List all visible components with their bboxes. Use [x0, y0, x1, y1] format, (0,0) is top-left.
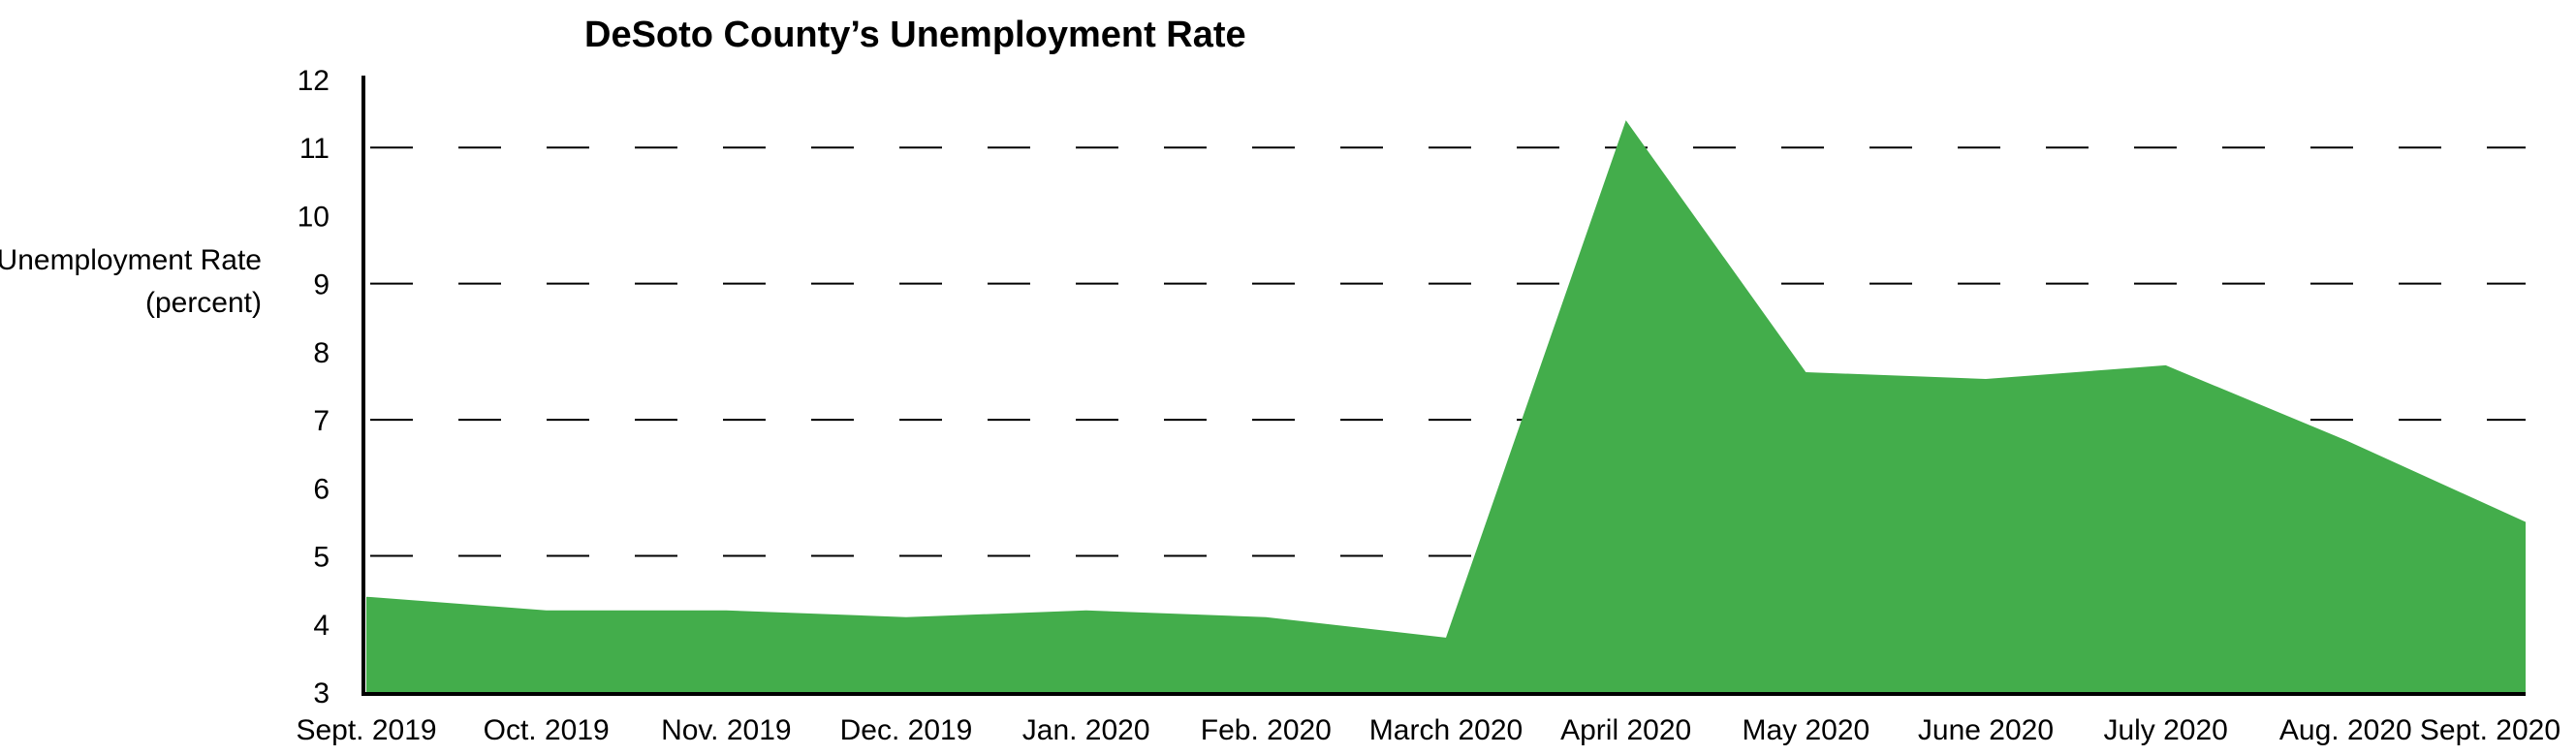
x-tick-label-9: June 2020 — [1918, 714, 2054, 746]
y-tick-label-9: 9 — [313, 269, 330, 301]
y-tick-label-3: 3 — [313, 677, 330, 709]
axes — [361, 76, 2526, 696]
y-tick-label-12: 12 — [298, 65, 330, 97]
x-tick-label-1: Oct. 2019 — [484, 714, 610, 746]
y-tick-label-5: 5 — [313, 542, 330, 574]
y-tick-label-10: 10 — [298, 201, 330, 233]
x-tick-label-2: Nov. 2019 — [661, 714, 792, 746]
y-axis-label-line-2: (percent) — [145, 287, 262, 319]
x-tick-label-6: March 2020 — [1369, 714, 1523, 746]
x-tick-label-11: Aug. 2020 — [2279, 714, 2412, 746]
y-tick-label-4: 4 — [313, 610, 330, 642]
x-tick-label-3: Dec. 2019 — [840, 714, 973, 746]
x-tick-label-7: April 2020 — [1560, 714, 1691, 746]
y-axis-label-line-1: Unemployment Rate — [0, 244, 262, 276]
area-fill — [366, 120, 2526, 693]
x-tick-label-10: July 2020 — [2103, 714, 2227, 746]
x-tick-label-4: Jan. 2020 — [1022, 714, 1150, 746]
y-tick-label-7: 7 — [313, 405, 330, 437]
area-series — [366, 120, 2526, 693]
y-tick-label-11: 11 — [299, 133, 330, 165]
x-tick-labels: Sept. 2019 Oct. 2019 Nov. 2019 Dec. 2019 Jan… — [296, 714, 2560, 746]
x-tick-label-8: May 2020 — [1742, 714, 1869, 746]
y-tick-labels: 3 4 5 6 7 8 9 10 11 12 — [298, 65, 330, 709]
x-tick-label-0: Sept. 2019 — [296, 714, 436, 746]
y-tick-label-6: 6 — [313, 473, 330, 505]
x-tick-label-5: Feb. 2020 — [1201, 714, 1332, 746]
x-tick-label-12: Sept. 2020 — [2420, 714, 2560, 746]
chart-title: DeSoto County’s Unemployment Rate — [584, 15, 1246, 55]
y-tick-label-8: 8 — [313, 337, 330, 369]
